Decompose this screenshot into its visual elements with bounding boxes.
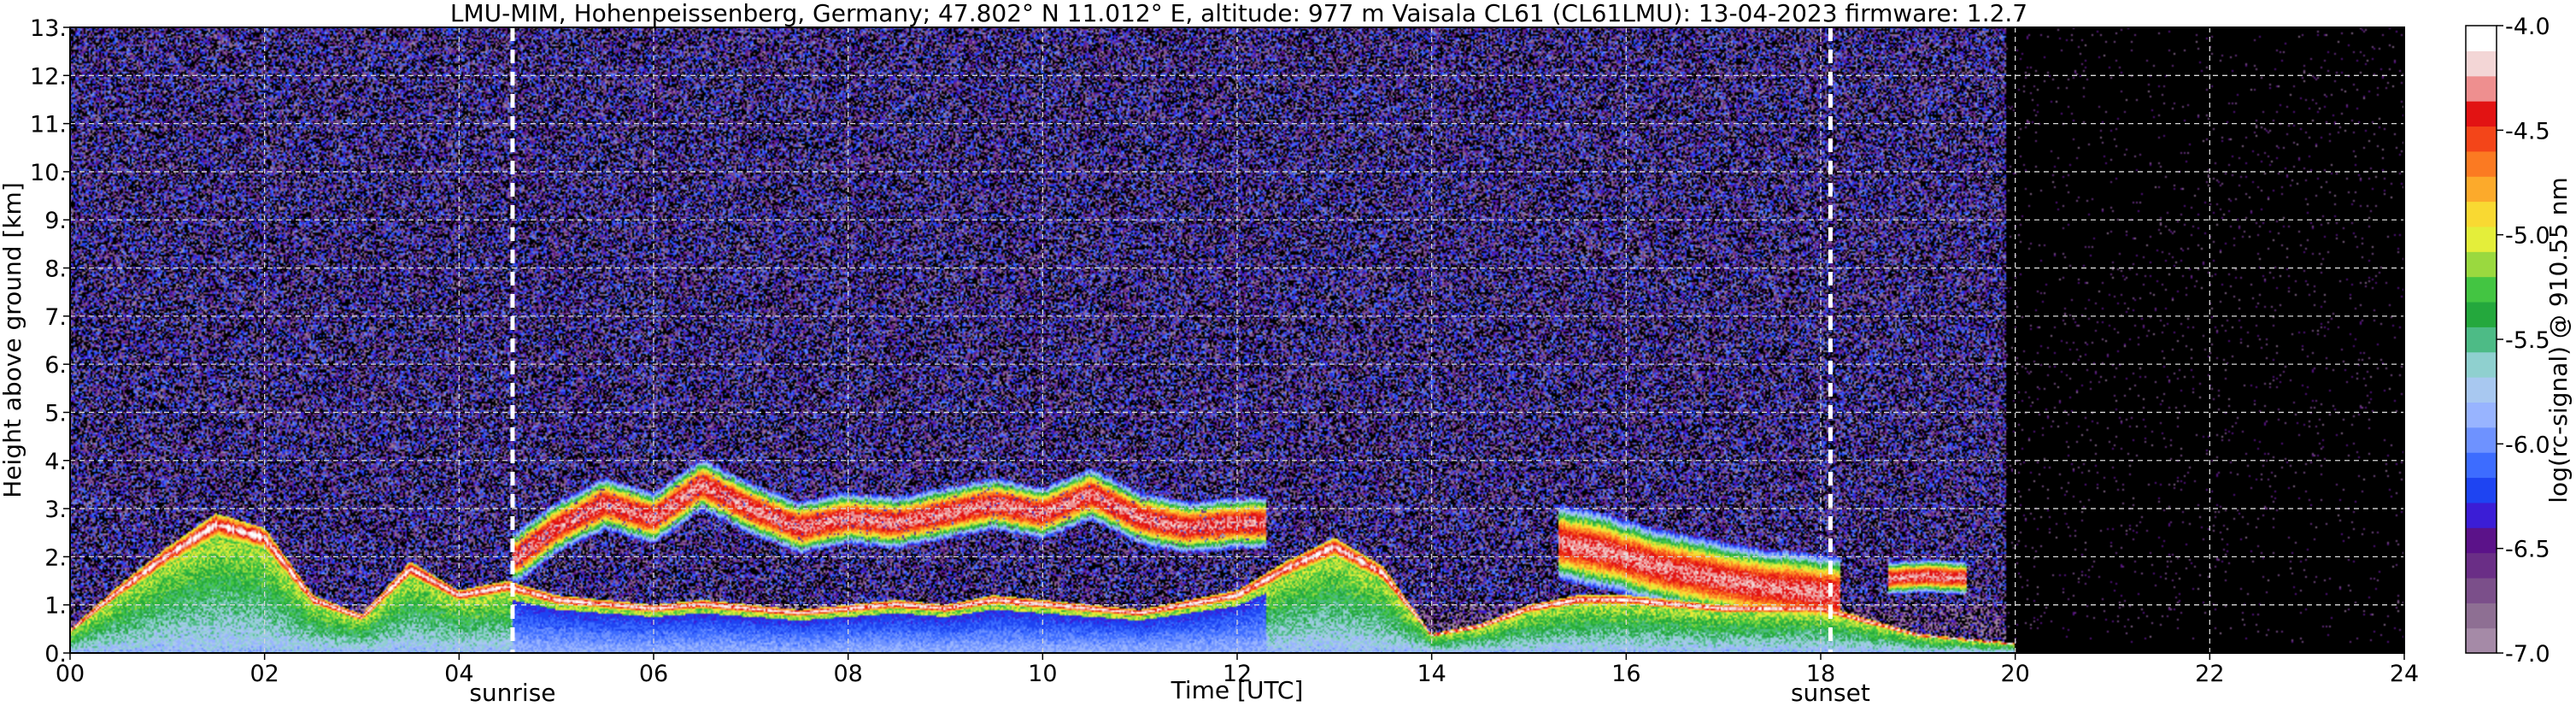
y-tick-label: 1. (44, 593, 67, 620)
x-axis: 00 02 04 06 08 10 12 14 16 18 20 22 24 (56, 653, 2419, 687)
x-tick-label: 16 (1611, 661, 1640, 687)
y-axis-label: Height above ground [km] (0, 182, 26, 498)
y-tick-label: 5. (44, 400, 67, 427)
colorbar-cell (2466, 402, 2497, 428)
colorbar-cell (2466, 201, 2497, 227)
chart-title: LMU-MIM, Hohenpeissenberg, Germany; 47.8… (450, 0, 2027, 27)
sun-event-labels: sunrise sunset (469, 679, 1869, 706)
colorbar-cell (2466, 75, 2497, 102)
plot-area (69, 26, 2405, 654)
y-tick-label: 6. (44, 352, 67, 379)
y-tick-label: 9. (44, 208, 67, 234)
colorbar-cell (2466, 627, 2497, 654)
colorbar-cell (2466, 552, 2497, 579)
colorbar-cell (2466, 477, 2497, 503)
colorbar-cell (2466, 452, 2497, 479)
x-tick-label: 20 (2000, 661, 2029, 687)
x-axis-label: Time [UTC] (1171, 676, 1304, 704)
colorbar-label: log(rc-signal) @ 910.55 nm (2544, 177, 2573, 503)
colorbar-cell (2466, 276, 2497, 303)
colorbar-cell (2466, 176, 2497, 203)
colorbar-cell (2466, 50, 2497, 77)
sun-event-label: sunrise (469, 679, 555, 706)
colorbar-cell (2466, 226, 2497, 252)
x-tick-label: 06 (639, 661, 668, 687)
y-tick-label: 4. (44, 449, 67, 475)
colorbar-cell (2466, 351, 2497, 378)
y-tick-label: 13. (30, 15, 67, 42)
y-tick-label: 12. (30, 63, 67, 90)
x-tick-label: 18 (1806, 661, 1835, 687)
colorbar-tick-label: -5.0 (2505, 223, 2550, 250)
x-tick-label: 24 (2390, 661, 2419, 687)
x-tick-label: 12 (1223, 661, 1252, 687)
colorbar-ticks: -4.0 -4.5 -5.0 -5.5 -6.0 -6.5 -7.0 (2497, 14, 2550, 668)
x-tick-label: 10 (1028, 661, 1057, 687)
colorbar-cell (2466, 577, 2497, 603)
colorbar-tick-label: -6.0 (2505, 432, 2550, 458)
colorbar-cell (2466, 301, 2497, 327)
colorbar-cells (2466, 26, 2497, 654)
y-tick-label: 2. (44, 544, 67, 571)
colorbar-cell (2466, 126, 2497, 152)
y-tick-label: 8. (44, 256, 67, 283)
y-tick-label: 11. (30, 112, 67, 138)
colorbar-cell (2466, 427, 2497, 453)
colorbar-cell (2466, 603, 2497, 629)
colorbar-cell (2466, 26, 2497, 51)
sun-event-lines (510, 27, 1833, 653)
x-tick-label: 04 (444, 661, 473, 687)
colorbar-cell (2466, 377, 2497, 403)
grid-lines (70, 27, 2404, 653)
y-tick-label: 10. (30, 160, 67, 186)
y-tick-label: 7. (44, 304, 67, 331)
colorbar-tick-label: -7.0 (2505, 641, 2550, 668)
x-tick-label: 00 (56, 661, 85, 687)
colorbar-tick-label: -4.5 (2505, 118, 2550, 144)
colorbar-cell (2466, 502, 2497, 528)
x-tick-label: 08 (833, 661, 862, 687)
colorbar-cell (2466, 101, 2497, 127)
colorbar-tick-label: -4.0 (2505, 14, 2550, 40)
y-tick-label: 0. (44, 641, 67, 668)
sun-event-label: sunset (1791, 679, 1870, 706)
x-tick-label: 02 (249, 661, 279, 687)
colorbar-tick-label: -6.5 (2505, 537, 2550, 563)
colorbar-cell (2466, 150, 2497, 177)
colorbar-cell (2466, 327, 2497, 353)
colorbar-cell (2466, 527, 2497, 554)
x-tick-label: 22 (2195, 661, 2224, 687)
colorbar: -4.0 -4.5 -5.0 -5.5 -6.0 -6.5 -7.0 log(rc-sign… (2465, 14, 2573, 668)
x-tick-label: 14 (1417, 661, 1446, 687)
y-tick-label: 3. (44, 497, 67, 523)
colorbar-tick-label: -5.5 (2505, 327, 2550, 354)
colorbar-cell (2466, 251, 2497, 278)
y-axis: 0. 1. 2. 3. 4. 5. 6. 7. 8. 9. 10. 11. 12. 13. (30, 15, 70, 668)
